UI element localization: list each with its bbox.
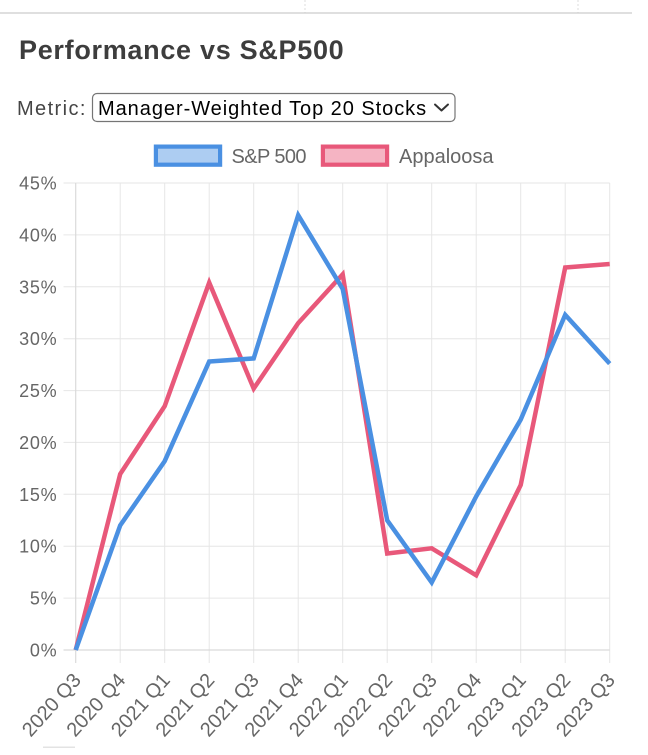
svg-text:10%: 10% bbox=[19, 537, 57, 557]
svg-text:35%: 35% bbox=[19, 277, 57, 297]
svg-text:Appaloosa: Appaloosa bbox=[399, 146, 494, 168]
svg-text:45%: 45% bbox=[19, 174, 57, 194]
svg-text:20%: 20% bbox=[19, 433, 57, 453]
svg-text:5%: 5% bbox=[30, 589, 58, 609]
svg-text:0%: 0% bbox=[30, 641, 58, 661]
svg-text:30%: 30% bbox=[19, 329, 57, 349]
svg-text:Manager-Weighted Top 20 Stocks: Manager-Weighted Top 20 Stocks bbox=[98, 98, 427, 120]
svg-text:Performance vs S&P500: Performance vs S&P500 bbox=[19, 35, 344, 65]
svg-text:25%: 25% bbox=[19, 381, 57, 401]
svg-text:Metric:: Metric: bbox=[17, 98, 87, 120]
svg-text:15%: 15% bbox=[19, 485, 57, 505]
svg-text:40%: 40% bbox=[19, 225, 57, 245]
svg-text:S&P 500: S&P 500 bbox=[232, 146, 307, 168]
